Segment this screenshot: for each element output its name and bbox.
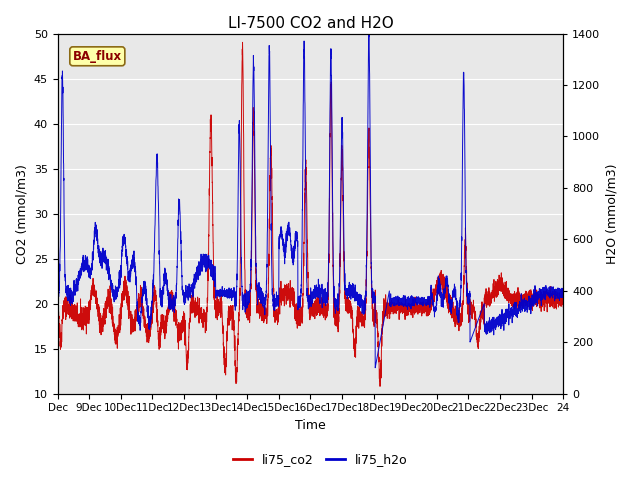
- Y-axis label: CO2 (mmol/m3): CO2 (mmol/m3): [15, 164, 28, 264]
- Title: LI-7500 CO2 and H2O: LI-7500 CO2 and H2O: [228, 16, 393, 31]
- Text: BA_flux: BA_flux: [73, 50, 122, 63]
- X-axis label: Time: Time: [295, 419, 326, 432]
- Y-axis label: H2O (mmol/m3): H2O (mmol/m3): [606, 163, 619, 264]
- Legend: li75_co2, li75_h2o: li75_co2, li75_h2o: [228, 448, 412, 471]
